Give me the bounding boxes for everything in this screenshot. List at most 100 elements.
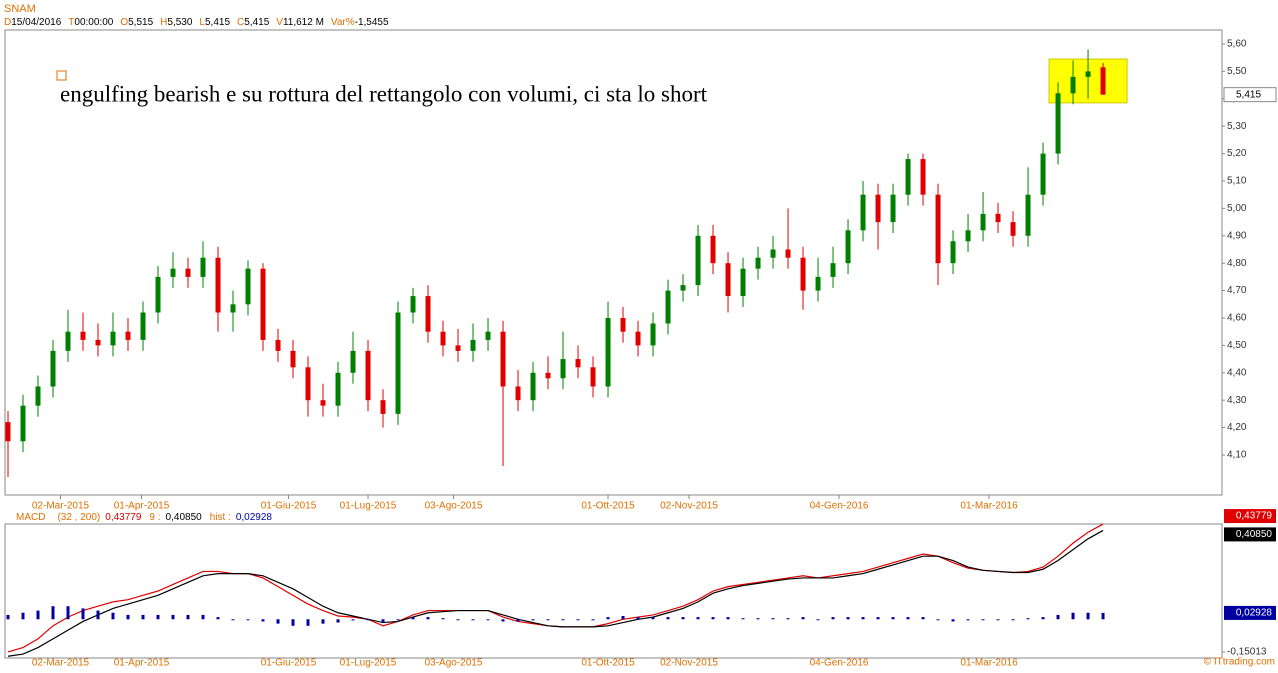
x-tick-label: 02-Nov-2015	[660, 501, 718, 512]
series-name: 9 :	[149, 512, 160, 523]
candle-body	[800, 257, 806, 291]
hist-bar	[81, 608, 85, 620]
candle-body	[695, 235, 701, 286]
hist-bar	[891, 617, 895, 620]
y-tick-label: 5,50	[1227, 66, 1247, 77]
header-key: T	[68, 17, 74, 28]
hist-bar	[21, 612, 25, 620]
candle-body	[365, 350, 371, 401]
hist-bar	[1101, 612, 1105, 620]
candle-body	[890, 194, 896, 223]
x-tick-label: 02-Mar-2015	[32, 501, 90, 512]
annotation-marker	[56, 70, 67, 81]
hist-bar	[501, 619, 505, 622]
candle-body	[845, 230, 851, 264]
x-tick-label: 04-Gen-2016	[810, 501, 869, 512]
hist-bar	[846, 617, 850, 620]
header-key: H	[160, 17, 167, 28]
hist-bar	[141, 614, 145, 620]
hist-bar	[981, 619, 985, 621]
candle-body	[920, 159, 926, 195]
macd-line	[7, 523, 1104, 653]
hist-bar	[906, 617, 910, 620]
candle-body	[440, 331, 446, 346]
header-value: 5,530	[167, 17, 192, 28]
macd-frame	[4, 523, 1223, 659]
candle-body	[770, 249, 776, 258]
candle-body	[245, 268, 251, 305]
hist-bar	[831, 617, 835, 620]
hist-bar	[411, 617, 415, 620]
candle-body	[665, 290, 671, 324]
candle-body	[1040, 153, 1046, 195]
hist-bar	[1011, 619, 1015, 621]
hist-bar	[306, 619, 310, 626]
annotation: engulfing bearish e su rottura del retta…	[60, 81, 708, 106]
hist-bar	[351, 619, 355, 621]
hist-bar	[936, 619, 940, 621]
candle-body	[875, 194, 881, 223]
candle-body	[455, 345, 461, 351]
hist-bar	[366, 619, 370, 621]
value-box	[1224, 605, 1276, 620]
hist-bar	[381, 619, 385, 623]
candle-body	[545, 372, 551, 379]
value-box-label: 0,40850	[1236, 529, 1273, 540]
y-tick-label: 4,70	[1227, 285, 1247, 296]
hist-bar	[186, 614, 190, 620]
candle-body	[860, 194, 866, 231]
candle-body	[620, 317, 626, 332]
hist-bar	[471, 619, 475, 621]
hist-bar	[786, 618, 790, 620]
candle-body	[260, 268, 266, 340]
candle-body	[320, 400, 326, 406]
y-tick-label: 4,40	[1227, 367, 1247, 378]
candle-body	[80, 331, 86, 340]
candle-body	[605, 317, 611, 387]
candle-body	[740, 268, 746, 297]
candle-body	[680, 285, 686, 291]
value-box-label: 0,02928	[1236, 608, 1273, 619]
header-key: L	[199, 17, 205, 28]
hist-bar	[816, 619, 820, 621]
header-value: -1,5455	[355, 17, 389, 28]
candle-body	[590, 367, 596, 387]
hist-bar	[576, 619, 580, 621]
header-value: 5,415	[244, 17, 269, 28]
candle-body	[425, 296, 431, 332]
candle-body	[830, 263, 836, 277]
macd-line	[7, 529, 1104, 657]
series-value: 0,02928	[236, 512, 273, 523]
candle-body	[725, 263, 731, 297]
header-key: Var%	[331, 17, 355, 28]
hist-bar	[201, 614, 205, 620]
hist-bar	[696, 617, 700, 620]
hist-bar	[231, 619, 235, 621]
x-tick-label: 01-Lug-2015	[340, 501, 397, 512]
hist-bar	[1086, 612, 1090, 620]
x-tick-label: 02-Nov-2015	[660, 658, 718, 668]
candle-body	[305, 367, 311, 401]
candle-body	[935, 194, 941, 264]
price-frame	[4, 29, 1223, 496]
hist-bar	[1056, 614, 1060, 620]
x-tick-label: 01-Giu-2015	[261, 658, 317, 668]
macd-header: MACD (32 , 200) 0,43779 9 : 0,40850 hist : 0,0…	[16, 512, 272, 523]
hist-bar	[426, 617, 430, 620]
x-tick-label: 01-Giu-2015	[261, 501, 317, 512]
header-key: V	[276, 17, 283, 28]
x-tick-label: 01-Apr-2015	[114, 658, 170, 668]
hist-bar	[531, 619, 535, 621]
hist-bar	[651, 617, 655, 620]
hist-bar	[756, 618, 760, 620]
series-value: 0,43779	[105, 512, 142, 523]
candle-body	[380, 400, 386, 414]
header-item: O5,515	[120, 17, 153, 28]
candle-body	[530, 372, 536, 401]
hist-bar	[561, 619, 565, 621]
header-value: 00:00:00	[74, 17, 113, 28]
candle-body	[470, 339, 476, 351]
header-key: O	[120, 17, 128, 28]
